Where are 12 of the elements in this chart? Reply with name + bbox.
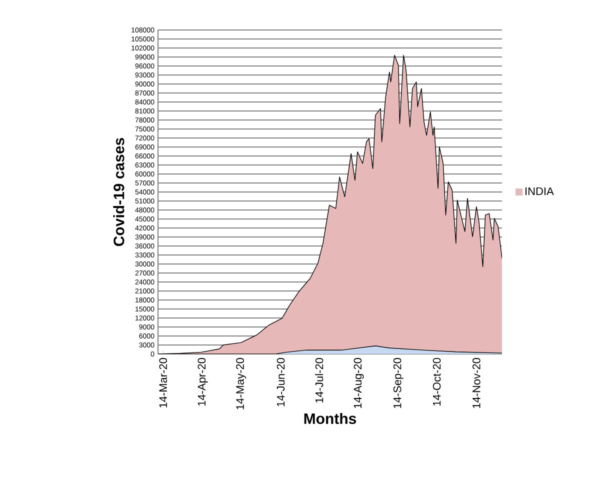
x-tick-label: 14-Nov-20 <box>472 358 480 408</box>
x-tick-label: 14-Jun-20 <box>276 358 285 406</box>
x-tick-label: 14-May-20 <box>236 358 246 410</box>
y-axis-title: Covid-19 cases <box>113 138 124 246</box>
x-tick-label: 14-Oct-20 <box>432 358 441 406</box>
x-tick-label: 14-Jul-20 <box>315 358 324 403</box>
x-tick-label: 14-Apr-20 <box>198 358 208 406</box>
x-tick-label: 14-Sep-20 <box>393 358 404 408</box>
legend-label: INDIA <box>526 187 554 196</box>
x-tick-label: 14-Mar-20 <box>159 358 168 408</box>
x-axis-title: Months <box>304 412 356 424</box>
x-tick-label: 14-Aug-20 <box>354 358 364 408</box>
